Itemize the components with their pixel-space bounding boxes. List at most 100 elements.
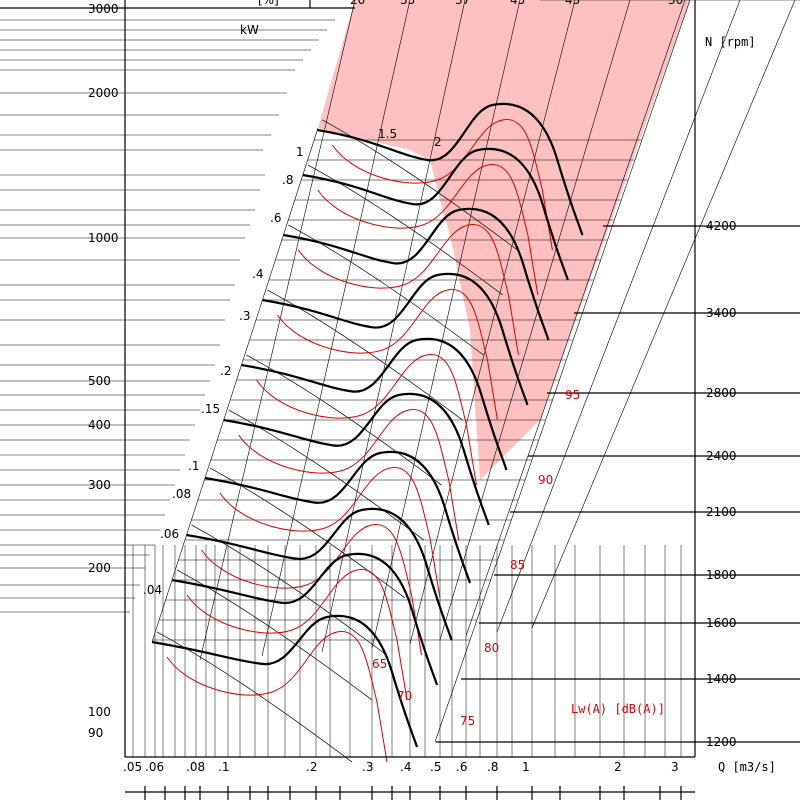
top-label: 35 [400, 0, 415, 7]
skew-slant-line [199, 0, 356, 661]
noise-label: 90 [538, 473, 553, 487]
speed-curve [283, 207, 550, 341]
noise-curve [256, 354, 477, 486]
speed-curves [151, 102, 584, 748]
power-label: .6 [270, 211, 281, 225]
noise-curve [331, 119, 553, 251]
power-curve [191, 524, 387, 656]
top-label: 45 [565, 0, 580, 7]
y-tick-label: 500 [88, 374, 111, 388]
axes-frame [0, 0, 696, 758]
x-tick-label: .08 [186, 760, 205, 774]
noise-label: 95 [565, 388, 580, 402]
y-tick-label: 400 [88, 418, 111, 432]
vertical-grid-lines [124, 545, 682, 757]
speed-labels: 4200 3400 2800 2400 2100 1800 1600 1400 1200 [706, 219, 737, 749]
speed-label: 3400 [706, 306, 737, 320]
speed-label: 2400 [706, 449, 737, 463]
x-axis-title: Q [m3/s] [718, 760, 776, 774]
speed-curve [241, 337, 508, 471]
bottom-tick-row [125, 786, 695, 800]
noise-label: 65 [372, 657, 387, 671]
speed-curve [302, 147, 569, 281]
skew-slant-line [531, 0, 796, 629]
noise-curve [219, 467, 441, 599]
power-curve [288, 224, 484, 356]
noise-curve [277, 289, 498, 421]
power-curves [156, 119, 518, 763]
x-tick-label: .2 [306, 760, 317, 774]
noise-curve [317, 164, 539, 296]
skew-slant-line [321, 0, 466, 653]
power-label: .8 [282, 173, 293, 187]
top-label: 30 [668, 0, 683, 7]
x-tick-label: .8 [487, 760, 498, 774]
x-tick-label: .06 [145, 760, 164, 774]
left-reference-lines [0, 19, 335, 613]
speed-curve [223, 392, 490, 526]
skew-slant-line [496, 0, 741, 633]
y-tick-label: 2000 [88, 86, 119, 100]
y-tick-label: 200 [88, 561, 111, 575]
skew-slant-line [409, 0, 576, 645]
power-curve [322, 119, 518, 251]
x-tick-label: .1 [218, 760, 229, 774]
power-label: .06 [160, 527, 179, 541]
skew-right-edge [434, 0, 691, 743]
noise-legend: Lw(A) [dB(A)] [571, 702, 665, 716]
x-tick-label: 1 [522, 760, 530, 774]
noise-label: 75 [460, 714, 475, 728]
power-label: .2 [220, 364, 231, 378]
speed-leader-lines [436, 225, 800, 743]
speed-curve [171, 552, 439, 686]
speed-label: 1800 [706, 568, 737, 582]
speed-label: 1400 [706, 672, 737, 686]
power-label: .08 [172, 487, 191, 501]
power-label: 1 [296, 145, 304, 159]
noise-label: 80 [484, 641, 499, 655]
power-curve [176, 569, 373, 701]
power-labels: .04 .06 .08 .1 .15 .2 .3 .4 .6 .81 1.5 2 [143, 127, 442, 597]
power-label: .15 [201, 402, 220, 416]
power-label: 1.5 [378, 127, 397, 141]
top-label: [%] [258, 0, 279, 7]
x-tick-label: 2 [614, 760, 622, 774]
top-label: 37 [455, 0, 470, 7]
noise-curve [166, 631, 388, 763]
power-curve [267, 289, 463, 421]
top-label: 20 [350, 0, 365, 7]
noise-curve [186, 569, 408, 701]
x-tick-label: 3 [671, 760, 679, 774]
y-tick-label: 100 [88, 705, 111, 719]
speed-label: 2800 [706, 386, 737, 400]
noise-label: 85 [510, 558, 525, 572]
x-tick-label: .4 [400, 760, 411, 774]
power-curve [228, 409, 424, 541]
speed-curve [151, 614, 419, 748]
power-label: .3 [239, 309, 250, 323]
power-label: .1 [188, 459, 199, 473]
y-tick-labels: 90 100 200 300 400 500 1000 2000 3000 [88, 2, 119, 740]
speed-curve [262, 272, 529, 406]
x-tick-label: .3 [362, 760, 373, 774]
power-curve [307, 164, 504, 296]
noise-curve [238, 409, 460, 541]
x-tick-label: .05 [123, 760, 142, 774]
speed-curve [317, 102, 584, 236]
skew-slant-line [465, 0, 686, 637]
power-curve [156, 631, 353, 763]
noise-curves [166, 119, 553, 763]
speed-label: 1200 [706, 735, 737, 749]
speed-curve [204, 450, 472, 584]
x-tick-labels: .05.06 .08 .1 .2 .3 .4 .5 .6 .8 1 2 3 [123, 760, 679, 774]
speed-label: 1600 [706, 616, 737, 630]
y-tick-label: 300 [88, 478, 111, 492]
x-tick-label: .6 [456, 760, 467, 774]
speed-label: 2100 [706, 505, 737, 519]
y-tick-label: 1000 [88, 231, 119, 245]
top-label: 45 [510, 0, 525, 7]
noise-label: 70 [397, 689, 412, 703]
speed-label: 4200 [706, 219, 737, 233]
top-partial-labels: [%] 20 35 37 45 45 30 [258, 0, 683, 7]
noise-curve [298, 224, 519, 356]
